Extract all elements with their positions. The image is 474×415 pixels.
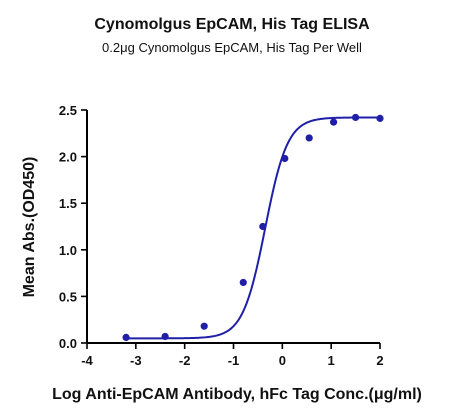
data-point (161, 332, 169, 341)
x-tick-label: -4 (81, 353, 93, 368)
data-point (281, 154, 289, 163)
fit-curve-layer (126, 116, 380, 340)
y-axis-label: Mean Abs.(OD450) (21, 157, 38, 298)
data-point (122, 333, 130, 342)
chart-subtitle: 0.2μg Cynomolgus EpCAM, His Tag Per Well (102, 40, 362, 55)
y-tick-label: 0.0 (59, 336, 77, 351)
x-tick-label: 0 (279, 353, 286, 368)
x-tick-label: -1 (228, 353, 240, 368)
y-tick-label: 2.0 (59, 150, 77, 165)
fit-curve (126, 116, 380, 340)
x-tick-label: -2 (179, 353, 191, 368)
x-tick-label: 1 (328, 353, 335, 368)
data-point (330, 118, 338, 126)
y-tick-label: 1.0 (59, 243, 77, 258)
y-tick-label: 2.5 (59, 103, 77, 118)
y-tick-label: 0.5 (59, 289, 77, 304)
x-axis-label: Log Anti-EpCAM Antibody, hFc Tag Conc.(μ… (52, 386, 422, 403)
x-tick-label: -3 (130, 353, 142, 368)
y-tick-label: 1.5 (59, 196, 77, 211)
data-points (122, 113, 384, 342)
data-point (239, 278, 247, 287)
chart-title: Cynomolgus EpCAM, His Tag ELISA (94, 16, 370, 33)
data-point (259, 222, 267, 231)
data-point (351, 113, 360, 122)
x-tick-label: 2 (376, 353, 383, 368)
data-point (200, 322, 208, 330)
tick-labels: -4 -3 -2 -1 0 1 2 0.0 0.5 1.0 1.5 2.0 2.5 (59, 103, 384, 368)
data-point (376, 114, 384, 122)
axes (86, 110, 380, 344)
tick-marks (81, 109, 381, 349)
data-point (305, 134, 313, 142)
